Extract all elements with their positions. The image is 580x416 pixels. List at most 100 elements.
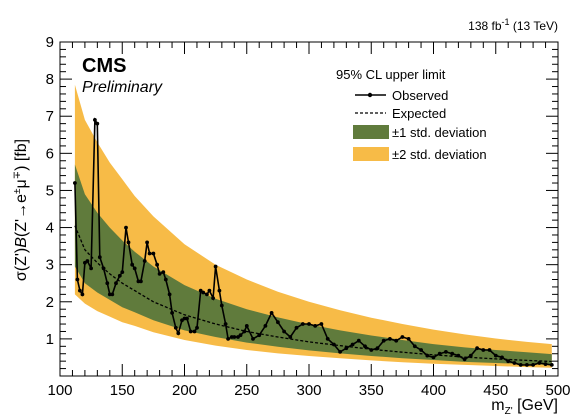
- y-axis-title: σ(Z')B(Z'→e±μ∓) [fb]: [12, 139, 30, 281]
- observed-point: [145, 240, 150, 245]
- observed-point: [226, 337, 231, 341]
- observed-point: [173, 325, 178, 330]
- observed-point: [344, 346, 349, 351]
- x-tick-label: 300: [296, 382, 321, 399]
- observed-point: [288, 335, 293, 339]
- observed-point: [431, 355, 436, 360]
- observed-point: [276, 320, 280, 325]
- observed-point: [132, 266, 137, 271]
- observed-point: [251, 337, 255, 341]
- x-tick-label: 400: [421, 382, 446, 399]
- observed-point: [313, 324, 318, 328]
- observed-point: [120, 270, 125, 274]
- y-tick-label: 7: [46, 108, 54, 125]
- observed-point: [73, 181, 77, 185]
- observed-point: [110, 292, 115, 297]
- observed-point: [388, 337, 392, 341]
- legend-entry-band1: ±1 std. deviation: [353, 125, 487, 140]
- observed-point: [450, 351, 455, 356]
- observed-point: [338, 350, 342, 354]
- observed-point: [332, 342, 336, 347]
- observed-point: [114, 281, 118, 286]
- observed-point: [155, 262, 160, 267]
- legend-observed-marker: [367, 92, 373, 98]
- y-tick-label: 1: [46, 331, 54, 348]
- observed-point: [381, 338, 386, 343]
- observed-point: [242, 329, 247, 334]
- observed-point: [506, 359, 511, 364]
- observed-point: [419, 348, 423, 352]
- observed-point: [400, 335, 405, 339]
- observed-point: [147, 251, 152, 256]
- observed-point: [406, 337, 411, 341]
- observed-point: [369, 348, 374, 352]
- observed-point: [518, 363, 523, 367]
- observed-point: [468, 353, 473, 358]
- legend-entry-expected: Expected: [355, 106, 446, 121]
- x-tick-label: 100: [47, 382, 72, 399]
- y-tick-label: 5: [46, 182, 54, 199]
- observed-point: [543, 362, 548, 366]
- observed-point: [151, 251, 156, 256]
- observed-point: [475, 346, 479, 351]
- legend-entry-band2: ±2 std. deviation: [353, 147, 487, 162]
- observed-point: [80, 292, 85, 297]
- observed-point: [294, 325, 299, 330]
- observed-point: [185, 316, 189, 321]
- observed-point: [512, 361, 517, 365]
- y-tick-label: 3: [46, 257, 54, 274]
- x-axis-title: mZ' [GeV]: [491, 397, 558, 416]
- legend-band2-swatch: [353, 147, 389, 161]
- observed-point: [531, 363, 535, 367]
- x-tick-label: 250: [234, 382, 259, 399]
- observed-point: [176, 331, 181, 336]
- observed-point: [130, 262, 135, 267]
- band-1sigma: [74, 164, 552, 365]
- observed-point: [307, 322, 311, 326]
- legend-expected-label: Expected: [392, 106, 446, 121]
- observed-point: [213, 264, 218, 269]
- legend: 95% CL upper limit Observed Expected ±1 …: [336, 67, 487, 162]
- observed-point: [157, 272, 162, 276]
- observed-point: [89, 266, 93, 271]
- observed-point: [201, 290, 206, 295]
- bands-layer: [74, 84, 552, 368]
- x-tick-label: 450: [483, 382, 508, 399]
- observed-point: [85, 259, 90, 263]
- legend-band2-label: ±2 std. deviation: [392, 147, 487, 162]
- observed-point: [263, 324, 268, 328]
- observed-point: [126, 240, 131, 245]
- observed-point: [537, 361, 542, 365]
- axes-layer: 100 150 200 250 300 350 400 450 500 1 2 3 4 5 6 7 8 9: [46, 34, 571, 399]
- legend-observed-label: Observed: [392, 88, 448, 103]
- y-tick-label: 2: [46, 294, 54, 311]
- observed-point: [549, 363, 554, 367]
- observed-point: [142, 259, 147, 263]
- observed-point: [163, 277, 168, 282]
- observed-point: [217, 288, 222, 293]
- observed-point: [161, 270, 166, 274]
- observed-point: [117, 273, 122, 278]
- observed-point: [282, 329, 286, 334]
- observed-point: [412, 344, 417, 349]
- observed-point: [192, 329, 197, 334]
- legend-band1-swatch: [353, 125, 389, 139]
- observed-point: [188, 329, 193, 334]
- observed-point: [350, 342, 355, 347]
- observed-point: [95, 121, 100, 126]
- observed-point: [219, 303, 224, 308]
- observed-point: [139, 279, 143, 284]
- experiment-label: CMS: [82, 55, 126, 77]
- observed-point: [167, 292, 172, 297]
- x-tick-label: 350: [359, 382, 384, 399]
- observed-point: [481, 348, 486, 352]
- observed-point: [238, 333, 243, 338]
- observed-point: [223, 322, 228, 326]
- observed-point: [444, 350, 448, 354]
- observed-point: [195, 325, 199, 330]
- observed-point: [207, 288, 212, 293]
- x-tick-label: 200: [172, 382, 197, 399]
- status-label: Preliminary: [82, 79, 163, 96]
- observed-point: [319, 322, 324, 326]
